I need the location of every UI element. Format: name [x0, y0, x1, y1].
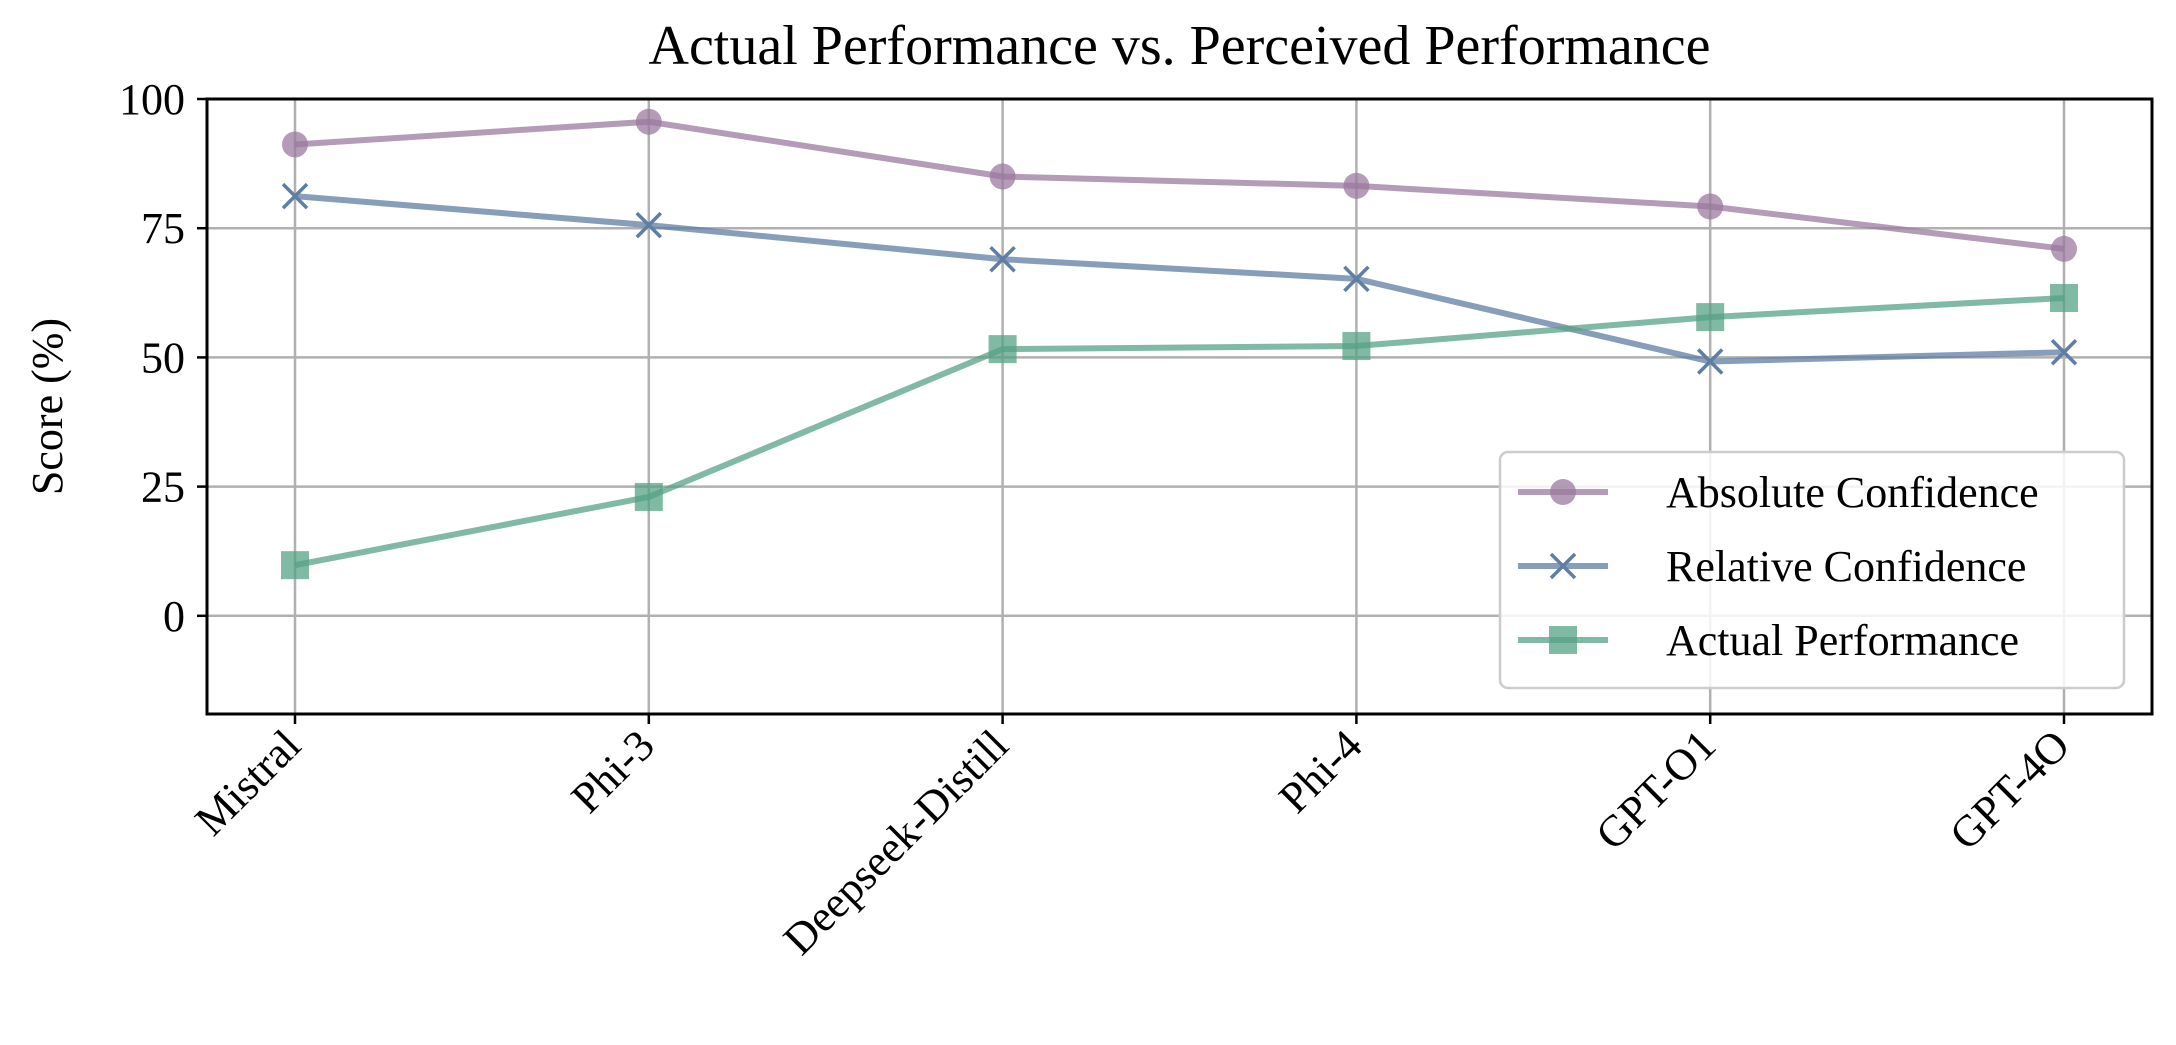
- y-tick-label: 75: [141, 204, 185, 253]
- plot-frame: [205, 97, 2154, 716]
- y-axis-label: Score (%): [23, 318, 72, 495]
- legend-item: Absolute Confidence: [1518, 468, 2039, 517]
- series-line: [294, 294, 2065, 569]
- x-marker: [1696, 348, 1724, 375]
- circle-marker: [989, 163, 1016, 190]
- legend-item: Actual Performance: [1518, 616, 2019, 665]
- square-marker: [1696, 303, 1725, 332]
- legend-box: [1498, 450, 2126, 690]
- series-layer: [281, 108, 2078, 580]
- circle-marker: [1697, 193, 1724, 220]
- square-marker: [1342, 332, 1371, 361]
- x-marker: [1343, 265, 1370, 293]
- circle-marker: [282, 131, 308, 158]
- square-marker: [281, 551, 309, 580]
- x-marker: [281, 182, 309, 210]
- series-absolute-confidence: [282, 108, 2077, 262]
- circle-marker: [635, 108, 662, 135]
- square-marker: [988, 335, 1017, 364]
- legend-label: Absolute Confidence: [1666, 468, 2039, 517]
- y-tick-label: 0: [163, 592, 185, 641]
- circle-marker-legend: [1550, 479, 1576, 505]
- series-relative-confidence: [281, 182, 2078, 375]
- circle-marker: [2051, 235, 2077, 262]
- x-tick-label: GPT-4O: [1940, 720, 2079, 859]
- legend-label: Actual Performance: [1666, 616, 2019, 665]
- y-tick-label: 50: [141, 333, 185, 382]
- legend-item: Relative Confidence: [1518, 542, 2026, 591]
- circle-marker: [1343, 172, 1370, 199]
- x-marker: [989, 245, 1016, 273]
- x-marker: [635, 211, 663, 239]
- series-actual-performance: [281, 283, 2078, 580]
- x-marker-legend: [1549, 552, 1577, 580]
- square-marker: [2050, 283, 2078, 312]
- x-marker: [2050, 338, 2078, 366]
- chart-title: Actual Performance vs. Perceived Perform…: [649, 15, 1711, 77]
- series-line: [294, 193, 2065, 365]
- x-tick-label: Mistral: [186, 720, 311, 845]
- x-tick-label: Phi-3: [562, 720, 664, 822]
- y-tick-label: 25: [141, 463, 185, 512]
- x-tick-label: GPT-O1: [1586, 720, 1725, 859]
- y-tick-label: 100: [119, 75, 185, 124]
- x-tick-label: Deepseek-Distill: [774, 720, 1018, 964]
- legend-label: Relative Confidence: [1666, 542, 2026, 591]
- square-marker: [634, 482, 663, 511]
- legend: Absolute Confidence Relative Confidence Ac…: [1498, 450, 2126, 690]
- series-line: [294, 118, 2065, 252]
- square-marker-legend: [1549, 626, 1577, 654]
- x-tick-label: Phi-4: [1269, 720, 1371, 822]
